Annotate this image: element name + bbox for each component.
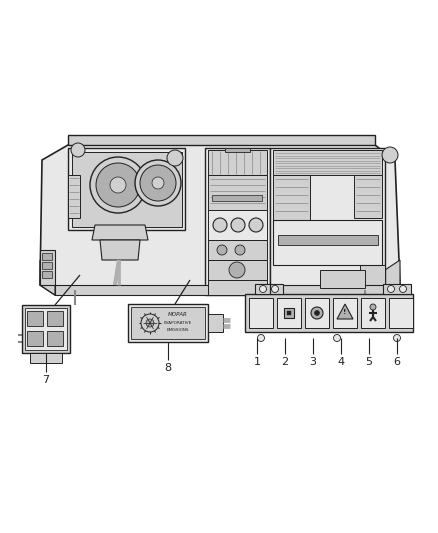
Polygon shape <box>208 175 267 210</box>
Text: 4: 4 <box>337 357 345 367</box>
Circle shape <box>235 245 245 255</box>
Polygon shape <box>273 220 382 265</box>
Polygon shape <box>208 260 267 280</box>
Text: 5: 5 <box>365 357 372 367</box>
Polygon shape <box>208 280 267 295</box>
Text: 6: 6 <box>393 357 400 367</box>
Polygon shape <box>40 145 400 295</box>
Polygon shape <box>40 260 55 295</box>
Bar <box>47 331 63 346</box>
Bar <box>42 262 52 269</box>
Polygon shape <box>128 304 208 342</box>
Bar <box>361 298 385 328</box>
Bar <box>278 235 378 245</box>
Polygon shape <box>208 210 267 240</box>
Polygon shape <box>225 148 250 152</box>
Circle shape <box>90 157 146 213</box>
Text: MOPAR: MOPAR <box>168 312 188 317</box>
Polygon shape <box>92 225 148 240</box>
Polygon shape <box>55 285 385 295</box>
Bar <box>284 308 294 318</box>
Circle shape <box>231 218 245 232</box>
Bar <box>287 311 291 315</box>
Polygon shape <box>208 240 267 260</box>
Circle shape <box>382 147 398 163</box>
Text: 7: 7 <box>42 375 49 385</box>
Polygon shape <box>337 304 353 319</box>
Polygon shape <box>25 308 67 350</box>
Polygon shape <box>354 175 382 218</box>
Polygon shape <box>30 353 62 363</box>
Bar <box>249 298 273 328</box>
Polygon shape <box>385 260 400 295</box>
Bar <box>212 195 262 201</box>
Circle shape <box>333 335 340 342</box>
Circle shape <box>259 286 266 293</box>
Polygon shape <box>205 148 270 295</box>
Circle shape <box>272 286 279 293</box>
Circle shape <box>229 262 245 278</box>
Circle shape <box>167 150 183 166</box>
Polygon shape <box>208 314 223 332</box>
Polygon shape <box>68 175 80 218</box>
Circle shape <box>146 319 154 327</box>
Bar <box>389 298 413 328</box>
Polygon shape <box>68 135 375 145</box>
Text: EMISSIONS: EMISSIONS <box>167 328 189 332</box>
Circle shape <box>258 335 265 342</box>
Polygon shape <box>208 150 267 175</box>
Circle shape <box>140 165 176 201</box>
Polygon shape <box>100 240 140 260</box>
Polygon shape <box>273 175 310 220</box>
Bar <box>333 298 357 328</box>
Text: !: ! <box>343 309 346 315</box>
Bar <box>277 298 301 328</box>
Polygon shape <box>245 294 413 332</box>
Circle shape <box>141 314 159 332</box>
Polygon shape <box>22 305 70 353</box>
Text: 3: 3 <box>310 357 317 367</box>
Bar <box>42 271 52 278</box>
Circle shape <box>135 160 181 206</box>
Bar <box>320 270 365 288</box>
Bar <box>305 298 329 328</box>
Bar <box>42 253 52 260</box>
Bar <box>27 331 43 346</box>
Text: 1: 1 <box>254 357 261 367</box>
Bar <box>47 311 63 326</box>
Circle shape <box>370 304 376 310</box>
Polygon shape <box>131 307 205 339</box>
Text: EVAPORATIVE: EVAPORATIVE <box>164 321 192 325</box>
Circle shape <box>314 311 319 316</box>
Polygon shape <box>270 148 385 295</box>
Polygon shape <box>255 284 283 294</box>
Polygon shape <box>383 284 411 294</box>
Polygon shape <box>273 150 382 175</box>
Text: 8: 8 <box>164 363 172 373</box>
Circle shape <box>249 218 263 232</box>
Polygon shape <box>72 152 182 227</box>
Circle shape <box>311 307 323 319</box>
Circle shape <box>96 163 140 207</box>
Text: 2: 2 <box>282 357 289 367</box>
Circle shape <box>217 245 227 255</box>
Bar <box>27 311 43 326</box>
Circle shape <box>388 286 395 293</box>
Circle shape <box>110 177 126 193</box>
Circle shape <box>152 177 164 189</box>
Polygon shape <box>68 148 185 230</box>
Circle shape <box>399 286 406 293</box>
Polygon shape <box>360 265 385 295</box>
Circle shape <box>213 218 227 232</box>
Polygon shape <box>40 250 55 285</box>
Circle shape <box>393 335 400 342</box>
Circle shape <box>71 143 85 157</box>
